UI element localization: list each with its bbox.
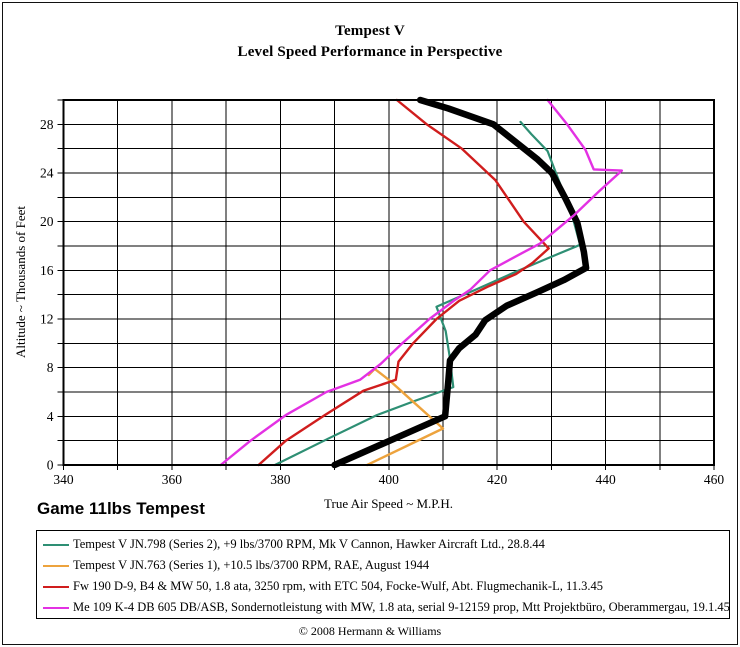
legend-line-swatch-teal: [43, 543, 69, 546]
series-line-me109-k4: [219, 98, 623, 467]
svg-text:400: 400: [379, 472, 400, 487]
svg-text:440: 440: [595, 472, 616, 487]
chart-subtitle: Level Speed Performance in Perspective: [237, 44, 503, 60]
plot-border: [62, 99, 715, 466]
svg-text:16: 16: [40, 263, 54, 278]
series-line-game-tempest: [331, 96, 590, 469]
legend: Tempest V JN.798 (Series 2), +9 lbs/3700…: [36, 530, 730, 619]
svg-text:360: 360: [162, 472, 183, 487]
copyright: © 2008 Hermann & Williams: [298, 624, 442, 638]
legend-line-swatch-red: [43, 585, 69, 588]
y-tick-labels: 0 4 8 12 16 20 24 28: [40, 117, 54, 473]
x-axis-title: True Air Speed ~ M.P.H.: [324, 496, 453, 511]
series-line-tempest-jn798: [273, 120, 582, 467]
legend-item-label: Fw 190 D-9, B4 & MW 50, 1.8 ata, 3250 rp…: [73, 579, 604, 593]
svg-text:4: 4: [47, 409, 54, 424]
axis-ticks: [57, 99, 715, 470]
legend-item: Tempest V JN.763 (Series 1), +10.5 lbs/3…: [43, 555, 729, 576]
svg-text:0: 0: [47, 458, 54, 473]
legend-item: Me 109 K-4 DB 605 DB/ASB, Sondernotleist…: [43, 597, 730, 618]
svg-text:8: 8: [47, 360, 54, 375]
svg-text:20: 20: [40, 214, 54, 229]
legend-line-swatch-orange: [43, 564, 69, 567]
svg-text:24: 24: [40, 166, 54, 181]
series-line-fw190-d9: [257, 98, 550, 467]
legend-item: Fw 190 D-9, B4 & MW 50, 1.8 ata, 3250 rp…: [43, 576, 729, 597]
x-tick-labels: 340 360 380 400 420 440 460: [53, 472, 724, 487]
legend-item-label: Tempest V JN.798 (Series 2), +9 lbs/3700…: [73, 537, 545, 551]
legend-item-label: Tempest V JN.763 (Series 1), +10.5 lbs/3…: [73, 558, 430, 572]
legend-item: Tempest V JN.798 (Series 2), +9 lbs/3700…: [43, 534, 729, 555]
svg-text:380: 380: [270, 472, 291, 487]
y-axis-title: Altitude ~ Thousands of Feet: [13, 206, 28, 358]
game-series-label: Game 11lbs Tempest: [37, 499, 205, 518]
chart-plot: 340 360 380 400 420 440 460 0 4 8 12 16 20 24 28: [40, 96, 724, 487]
chart-title: Tempest V: [335, 23, 405, 39]
svg-text:28: 28: [40, 117, 54, 132]
svg-text:12: 12: [40, 312, 54, 327]
series-line-tempest-jn763: [365, 367, 445, 467]
legend-item-label: Me 109 K-4 DB 605 DB/ASB, Sondernotleist…: [73, 600, 730, 614]
svg-text:420: 420: [487, 472, 508, 487]
legend-line-swatch-magenta: [43, 606, 69, 609]
svg-text:340: 340: [53, 472, 74, 487]
svg-text:460: 460: [704, 472, 725, 487]
